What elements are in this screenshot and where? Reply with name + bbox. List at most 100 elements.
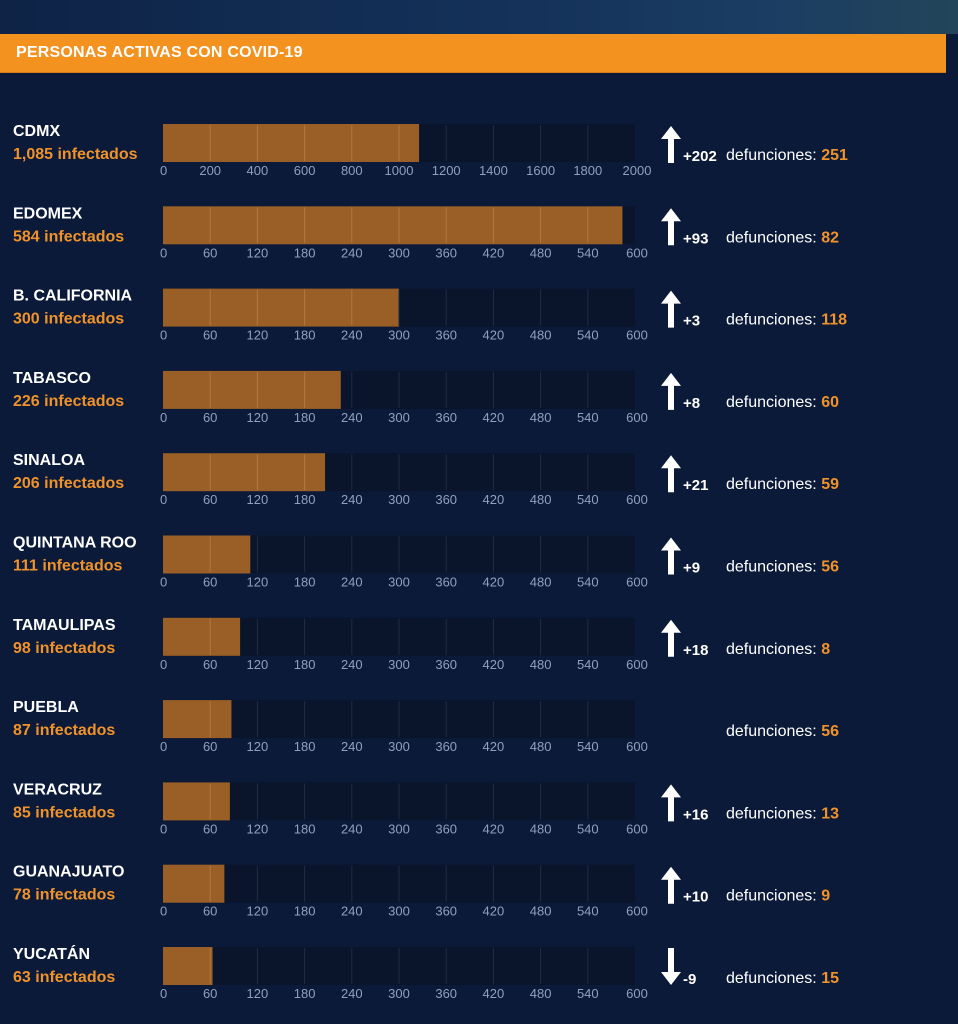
tick-label: 300 [388,739,410,754]
state-row: TAMAULIPAS 98 infectados 0 60 120 180 240 300 36… [13,617,830,672]
tick-label: 180 [294,328,316,343]
tick-label: 1400 [479,163,508,178]
arrow-up-icon [661,290,681,328]
tick-label: 300 [388,492,410,507]
tick-label: 360 [435,986,457,1001]
tick-label: 240 [341,657,363,672]
state-row: PUEBLA 87 infectados 0 60 120 180 240 300 360 420… [13,699,839,754]
deaths-label: defunciones: 15 [726,970,839,987]
tick-label: 600 [626,657,648,672]
tick-label: 300 [388,821,410,836]
tick-label: 360 [435,821,457,836]
tick-label: 120 [247,986,269,1001]
tick-label: 400 [247,163,269,178]
tick-label: 300 [388,410,410,425]
deaths-value: 82 [821,229,839,246]
arrow-up-icon [661,537,681,575]
tick-label: 540 [577,492,599,507]
arrow-up-icon [661,866,681,904]
state-row: B. CALIFORNIA 300 infectados 0 60 120 180 240 3… [13,288,847,343]
tick-label: 300 [388,904,410,919]
tick-label: 360 [435,904,457,919]
state-row: QUINTANA ROO 111 infectados 0 60 120 180 240 30… [13,535,839,590]
tick-label: 480 [530,410,552,425]
tick-label: 600 [626,575,648,590]
tick-label: 180 [294,410,316,425]
tick-label: 420 [483,245,505,260]
tick-label: 60 [203,410,217,425]
state-name: QUINTANA ROO [13,535,137,552]
change-value: +202 [683,148,717,165]
state-row: YUCATÁN 63 infectados 0 60 120 180 240 300 360 42… [13,944,839,1001]
tick-label: 600 [626,410,648,425]
tick-label: 300 [388,657,410,672]
state-name: TABASCO [13,370,91,387]
tick-label: 240 [341,328,363,343]
tick-label: 240 [341,739,363,754]
state-name: YUCATÁN [13,944,90,963]
deaths-value: 15 [821,970,839,987]
tick-label: 240 [341,410,363,425]
tick-label: 300 [388,575,410,590]
tick-label: 1600 [526,163,555,178]
deaths-value: 251 [821,147,848,164]
tick-label: 240 [341,575,363,590]
tick-label: 600 [626,821,648,836]
tick-label: 120 [247,245,269,260]
deaths-label: defunciones: 118 [726,312,847,329]
tick-label: 540 [577,245,599,260]
change-value: +8 [683,395,700,412]
tick-label: 360 [435,492,457,507]
arrow-up-icon [661,455,681,493]
tick-label: 360 [435,575,457,590]
tick-label: 0 [160,821,167,836]
tick-label: 120 [247,821,269,836]
tick-label: 1800 [573,163,602,178]
tick-label: 600 [626,904,648,919]
tick-label: 600 [626,245,648,260]
tick-label: 480 [530,492,552,507]
tick-label: 60 [203,245,217,260]
tick-label: 480 [530,739,552,754]
tick-label: 540 [577,410,599,425]
tick-label: 1000 [385,163,414,178]
tick-label: 480 [530,904,552,919]
tick-label: 360 [435,328,457,343]
tick-label: 60 [203,986,217,1001]
deaths-label: defunciones: 56 [726,559,839,576]
tick-label: 300 [388,245,410,260]
tick-label: 420 [483,575,505,590]
deaths-value: 60 [821,394,839,411]
deaths-label: defunciones: 60 [726,394,839,411]
tick-label: 120 [247,328,269,343]
infected-label: 226 infectados [13,393,124,410]
tick-label: 0 [160,410,167,425]
bar [163,288,399,327]
tick-label: 240 [341,492,363,507]
tick-label: 180 [294,739,316,754]
state-name: EDOMEX [13,205,83,222]
tick-label: 60 [203,739,217,754]
tick-label: 420 [483,328,505,343]
bar [163,453,326,492]
infected-label: 63 infectados [13,969,115,986]
tick-label: 420 [483,657,505,672]
tick-label: 600 [294,163,316,178]
tick-label: 180 [294,657,316,672]
tick-label: 120 [247,410,269,425]
state-name: GUANAJUATO [13,864,124,881]
bar [163,206,623,245]
tick-label: 480 [530,986,552,1001]
tick-label: 60 [203,328,217,343]
deaths-label: defunciones: 251 [726,147,848,164]
tick-label: 0 [160,739,167,754]
tick-label: 480 [530,821,552,836]
state-row: EDOMEX 584 infectados 0 60 120 180 240 300 360 42… [13,205,839,260]
change-value: +9 [683,560,700,577]
tick-label: 420 [483,410,505,425]
tick-label: 240 [341,245,363,260]
arrow-up-icon [661,619,681,657]
infected-label: 584 infectados [13,228,124,245]
tick-label: 360 [435,657,457,672]
